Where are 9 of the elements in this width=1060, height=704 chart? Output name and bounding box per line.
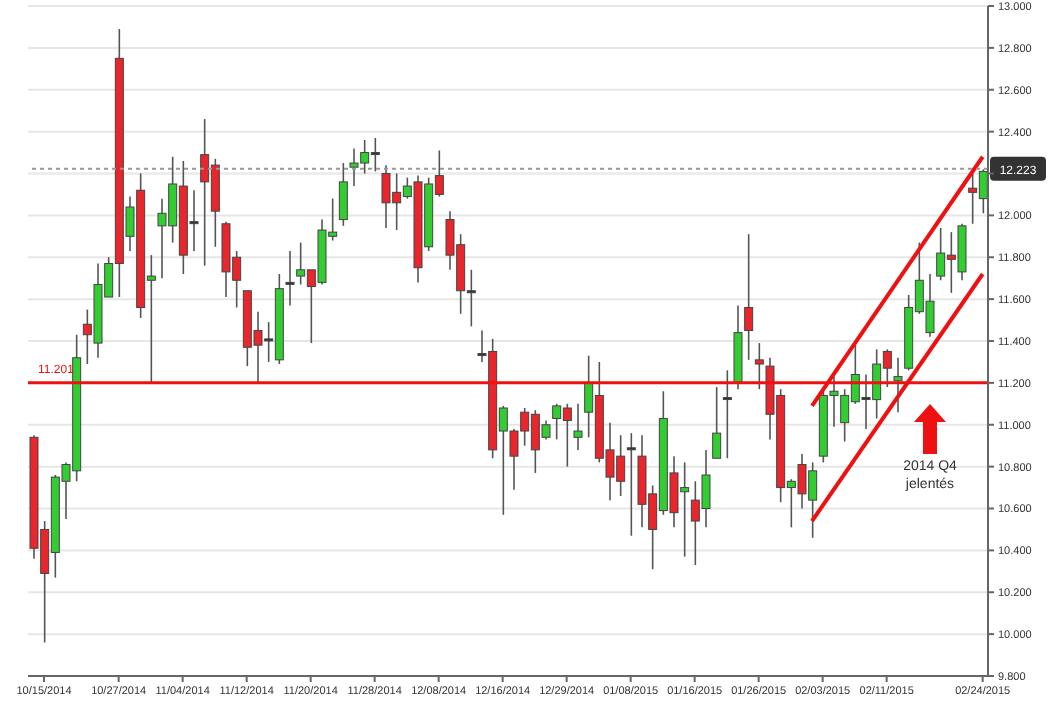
candlestick: [893, 356, 903, 413]
candlestick: [338, 162, 348, 227]
candlestick: [754, 342, 764, 390]
candlestick: [712, 386, 722, 460]
candlestick: [285, 250, 295, 307]
candlestick: [573, 403, 583, 451]
candlestick: [626, 432, 636, 537]
candlestick: [722, 369, 732, 460]
candlestick: [744, 233, 754, 361]
